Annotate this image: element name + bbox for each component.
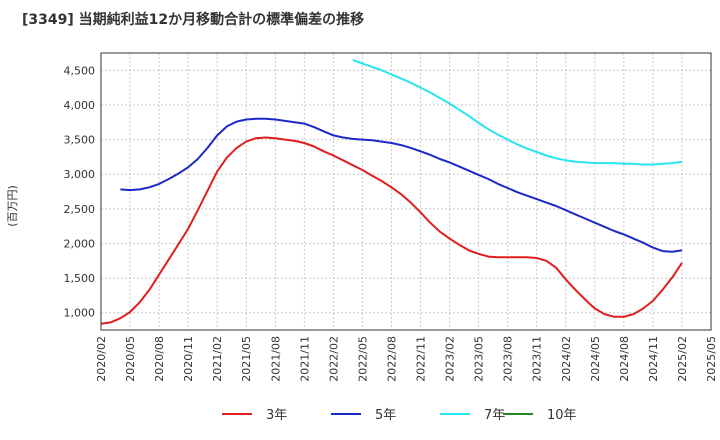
x-tick-label: 2022/02: [327, 336, 340, 382]
x-tick-label: 2020/11: [182, 336, 195, 382]
chart-title: [3349] 当期純利益12か月移動合計の標準偏差の推移: [22, 11, 364, 28]
series-line-7年: [352, 58, 683, 166]
x-tick-label: 2023/05: [473, 336, 486, 382]
x-tick-label: 2020/02: [95, 336, 108, 382]
x-tick-label: 2024/08: [618, 336, 631, 382]
y-axis-label: (百万円): [6, 185, 19, 227]
y-tick-label: 1,500: [64, 272, 96, 285]
x-tick-label: 2022/05: [356, 336, 369, 382]
plot-area: [101, 53, 711, 330]
x-tick-label: 2022/11: [415, 336, 428, 382]
y-tick-labels: 1,000 1,500 2,000 2,500 3,000 3,500 4,000 4,500: [64, 64, 96, 319]
x-tick-label: 2020/08: [153, 336, 166, 382]
x-tick-label: 2022/08: [385, 336, 398, 382]
legend-label-3年: 3年: [266, 408, 287, 423]
legend-label-5年: 5年: [375, 408, 396, 423]
x-tick-label: 2025/05: [705, 336, 718, 382]
x-tick-label: 2023/02: [444, 336, 457, 382]
legend-label-10年: 10年: [547, 408, 577, 423]
y-tick-label: 3,000: [64, 168, 96, 181]
x-tick-label: 2020/05: [124, 336, 137, 382]
x-tick-label: 2021/02: [211, 336, 224, 382]
series-line-3年: [100, 136, 683, 325]
legend-label-7年: 7年: [484, 408, 505, 423]
x-tick-label: 2023/08: [502, 336, 515, 382]
y-tick-label: 4,000: [64, 99, 96, 112]
y-tick-label: 4,500: [64, 64, 96, 77]
x-tick-label: 2024/11: [647, 336, 660, 382]
x-tick-label: 2021/08: [269, 336, 282, 382]
y-tick-label: 1,000: [64, 307, 96, 320]
x-tick-label: 2025/02: [676, 336, 689, 382]
x-tick-label: 2021/11: [298, 336, 311, 382]
y-tick-label: 2,500: [64, 203, 96, 216]
x-tick-label: 2024/02: [560, 336, 573, 382]
plot-frame: [100, 52, 712, 331]
series-line-5年: [120, 117, 683, 253]
series-lines: [100, 58, 683, 325]
y-tick-label: 3,500: [64, 134, 96, 147]
grid-lines: [100, 53, 712, 330]
x-tick-label: 2024/05: [589, 336, 602, 382]
x-tick-label: 2023/11: [531, 336, 544, 382]
legend: 3年 5年 7年 10年: [222, 408, 577, 423]
x-tick-labels: 2020/02 2020/05 2020/08 2020/11 2021/02 2021/…: [95, 336, 718, 382]
y-tick-label: 2,000: [64, 237, 96, 250]
x-tick-label: 2021/05: [240, 336, 253, 382]
